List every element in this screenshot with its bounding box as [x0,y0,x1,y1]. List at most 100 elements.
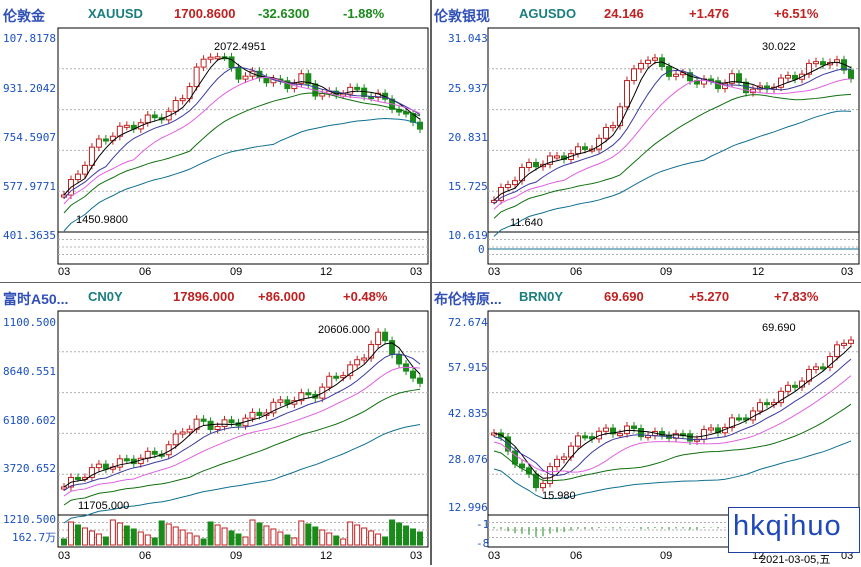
candlestick [624,80,630,108]
y-tick: 25.937 [448,82,488,95]
volume-bar [67,521,74,546]
high-annotation: 69.690 [762,322,796,334]
volume-bar [193,535,200,546]
candlestick [116,458,123,468]
candlestick [547,155,553,165]
x-tick: 03 [841,550,854,562]
candlestick [95,138,102,148]
instrument-code: XAUUSD [88,6,143,21]
watermark-text: hkqihuo [733,510,842,542]
plot-frame [487,310,860,548]
candlestick [144,450,151,459]
volume-bar [347,521,354,546]
chart-canvas [487,27,860,265]
candlestick [533,473,539,489]
volume-bar [221,527,228,546]
volume-bar [61,538,67,546]
candlestick [361,87,368,98]
candlestick [827,355,833,368]
candlestick [88,467,95,478]
candlestick [554,155,560,159]
chart-panel-cn0y[interactable]: 富时A50... CN0Y 17896.000 +86.000 +0.48% 1… [0,283,430,565]
candlestick [235,67,242,80]
instrument-name: 伦敦银现 [434,8,490,24]
percent-change: +7.83% [774,289,819,304]
chart-panel-agusdo[interactable]: 伦敦银现 AGUSDO 24.146 +1.476 +6.51% 31.043 … [432,0,861,282]
volume-bar [95,533,102,546]
low-annotation: 11705.000 [78,500,130,512]
candlestick [631,425,637,430]
candlestick [200,58,207,68]
low-annotation: 11.640 [510,217,543,229]
x-tick: 09 [660,550,673,562]
volume-bar [333,535,340,546]
candlestick [834,344,840,357]
volume-bar [305,523,312,546]
candlestick [519,463,525,469]
candlestick [624,425,630,435]
candlestick [368,343,375,359]
candlestick [228,56,235,69]
candlestick [806,62,812,75]
volume-bar [298,520,305,546]
ma120-line [493,440,852,500]
volume-bar [263,525,270,546]
sub-indicator-value: 0 [478,243,485,256]
y-tick: 107.8178 [3,32,56,45]
percent-change: +0.48% [343,289,388,304]
candlestick [298,392,305,402]
candlestick [123,124,130,128]
instrument-name: 布伦特原... [434,291,502,307]
x-tick: 09 [230,266,243,278]
volume-bar [214,524,221,546]
candlestick [214,425,221,430]
candlestick [179,98,186,102]
instrument-name: 伦敦金 [3,8,45,24]
y-tick: 577.9771 [3,180,56,193]
candlestick [540,482,546,489]
x-tick: 03 [410,266,423,278]
y-tick: 31.043 [448,32,488,45]
volume-bar [74,524,81,546]
volume-bar [186,532,193,546]
candlestick [396,353,403,365]
low-annotation: 1450.9800 [76,214,128,226]
volume-bar [284,534,291,546]
volume-bar [116,522,123,546]
candlestick [848,69,854,80]
candlestick [81,164,88,175]
price-change: +5.270 [689,289,730,304]
y-tick: 72.674 [448,316,488,329]
candlestick [841,59,847,71]
x-tick: 12 [320,550,333,562]
volume-bar [130,528,137,546]
candlestick [505,184,511,188]
volume-bar [179,529,186,546]
candlestick [249,411,256,419]
candlestick [417,121,423,130]
candlestick [729,73,735,84]
y-tick: 15.725 [448,180,488,193]
candlestick [617,433,623,437]
candlestick [701,429,707,440]
chart-panel-xauusd[interactable]: 伦敦金 XAUUSD 1700.8600 -32.6300 -1.88% 107… [0,0,430,282]
high-annotation: 20606.000 [318,324,370,336]
volume-bar [361,527,368,546]
candlestick [354,359,361,366]
candlestick [193,66,200,88]
x-tick: 09 [230,550,243,562]
candlestick [186,428,193,433]
candlestick [74,476,81,480]
horizontal-divider [0,282,861,283]
candlestick [582,146,588,150]
candlestick [708,427,714,431]
candlestick [382,331,389,342]
y-tick: 42.835 [448,407,488,420]
x-tick: 12 [320,266,333,278]
x-tick: 06 [570,266,583,278]
y-tick: 1210.500 [3,513,56,526]
x-tick: 03 [488,550,501,562]
candlestick [645,59,651,64]
candlestick [659,431,665,436]
candlestick [284,399,291,405]
